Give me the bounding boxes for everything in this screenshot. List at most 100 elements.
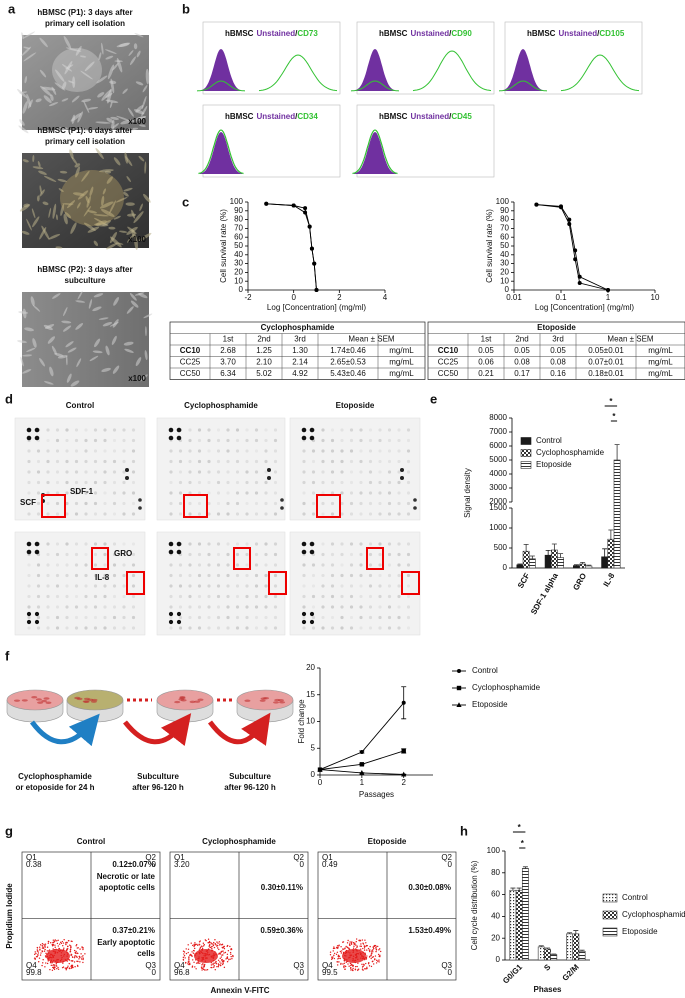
y-tick-label: 20	[500, 268, 509, 277]
reference-spot	[26, 619, 32, 625]
legend-label: Etoposide	[536, 460, 572, 469]
event-dot	[346, 942, 349, 944]
array-spot	[65, 626, 69, 630]
array-spot	[340, 615, 344, 620]
array-spot	[245, 470, 249, 474]
cell	[70, 380, 80, 387]
array-spot	[340, 584, 344, 588]
array-spot	[178, 491, 183, 495]
array-spot	[264, 470, 268, 474]
event-dot	[352, 967, 354, 970]
event-dot	[70, 954, 73, 956]
cell	[30, 296, 35, 307]
event-dot	[361, 939, 364, 941]
table-cell: 5.02	[256, 369, 272, 378]
x-tick-label: G0/G1	[501, 962, 524, 985]
array-spot	[169, 459, 173, 464]
cell	[78, 127, 88, 132]
event-dot	[44, 948, 46, 951]
x-tick-label: IL-8	[602, 571, 617, 588]
reference-spot	[309, 427, 315, 433]
array-spot	[65, 584, 69, 588]
table-cell: 2.65±0.53	[330, 357, 366, 366]
array-spot	[359, 512, 363, 516]
marker	[291, 203, 296, 208]
y-tick-label: 50	[234, 241, 243, 250]
bar	[573, 565, 580, 569]
cell	[130, 300, 139, 308]
table-cell: 0.05	[514, 346, 530, 355]
array-spot	[254, 480, 259, 485]
cell	[44, 381, 54, 385]
event-dot	[42, 962, 44, 964]
table-cell: mg/mL	[389, 369, 414, 378]
event-dot	[57, 968, 60, 971]
event-dot	[36, 949, 39, 951]
reference-spot	[309, 541, 315, 547]
table-cell: 0.17	[514, 369, 530, 378]
array-spot	[103, 459, 107, 464]
table-cell: mg/mL	[648, 369, 673, 378]
error-bar	[614, 444, 620, 460]
event-dot	[347, 947, 349, 949]
cell	[126, 306, 134, 314]
array-spot	[264, 438, 268, 443]
cell	[22, 308, 27, 319]
dish-cells	[83, 697, 90, 701]
event-dot	[199, 962, 201, 964]
array-spot	[378, 563, 382, 567]
event-dot	[193, 944, 196, 947]
cell	[27, 99, 33, 109]
array-spot	[112, 552, 117, 557]
array-spot	[226, 542, 230, 546]
array-spot	[330, 584, 335, 588]
event-dot	[220, 956, 223, 958]
event-dot	[73, 956, 76, 959]
array-spot	[93, 626, 98, 630]
reference-spot	[176, 611, 182, 617]
event-dot	[199, 946, 202, 949]
event-dot	[332, 950, 334, 952]
event-dot	[67, 965, 69, 967]
event-dot	[360, 945, 363, 948]
array-spot	[103, 605, 107, 609]
marker	[401, 771, 407, 777]
event-dot	[190, 942, 192, 944]
array-spot	[216, 594, 221, 599]
array-spot	[406, 542, 411, 546]
array-spot	[349, 563, 354, 567]
legend-label: Control	[536, 436, 562, 445]
marker	[303, 206, 308, 211]
event-dot	[209, 946, 211, 949]
array-spot	[397, 438, 401, 443]
table-cell: 2.10	[256, 357, 272, 366]
event-dot	[370, 951, 373, 953]
event-dot	[356, 965, 358, 968]
cell	[106, 117, 114, 123]
event-dot	[58, 943, 61, 945]
array-spot	[84, 563, 88, 567]
y-tick-label: 70	[500, 224, 509, 233]
event-dot	[338, 957, 340, 959]
array-spot	[122, 573, 126, 578]
event-dot	[66, 966, 69, 969]
event-dot	[370, 954, 372, 957]
reference-spot	[176, 549, 182, 555]
array-spot	[378, 615, 382, 620]
caption: subculture	[65, 276, 106, 285]
array-spot-strong	[280, 498, 284, 502]
array-spot	[55, 459, 60, 464]
event-dot	[368, 956, 371, 958]
array-spot	[207, 605, 211, 609]
error-bar	[573, 930, 579, 934]
cell	[71, 95, 80, 103]
cell	[61, 64, 73, 72]
cell	[102, 321, 113, 327]
array-spot	[397, 573, 401, 578]
cell	[138, 293, 148, 299]
y-tick-label: 50	[500, 241, 509, 250]
y-tick-label: 20	[306, 663, 315, 672]
event-dot	[57, 966, 59, 969]
array-spot	[112, 480, 117, 485]
table-cell: CC50	[438, 369, 459, 378]
